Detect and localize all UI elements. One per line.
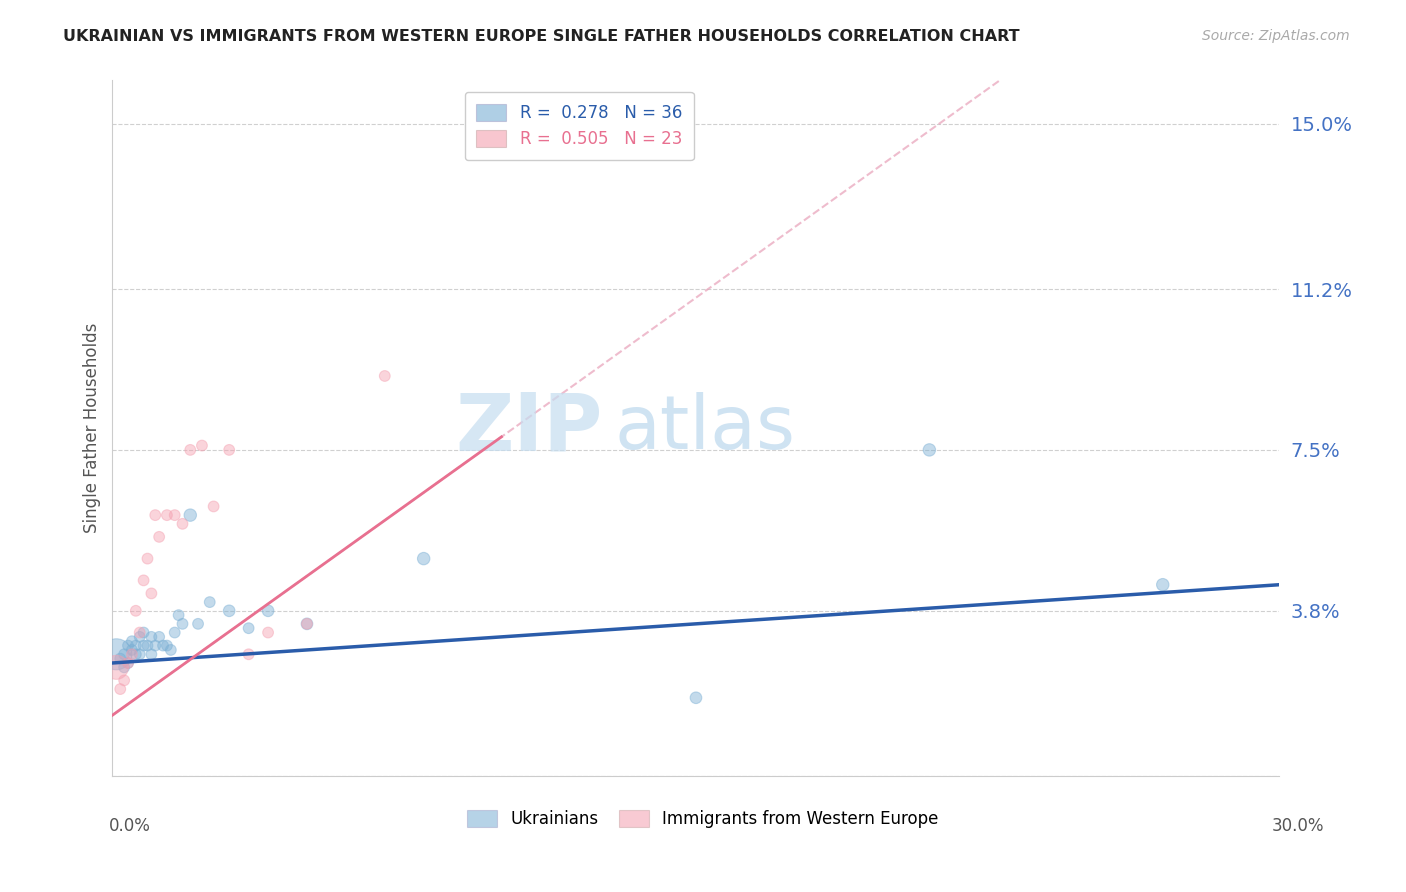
Point xyxy=(117,656,139,670)
Point xyxy=(128,625,150,640)
Point xyxy=(132,574,155,588)
Point xyxy=(143,508,166,523)
Point xyxy=(167,608,190,623)
Point xyxy=(685,690,707,705)
Point xyxy=(117,656,139,670)
Point xyxy=(148,630,170,644)
Point xyxy=(105,660,128,674)
Point xyxy=(295,616,318,631)
Point xyxy=(128,630,150,644)
Point xyxy=(179,442,201,457)
Point xyxy=(152,639,174,653)
Point xyxy=(163,625,186,640)
Point xyxy=(257,625,280,640)
Point xyxy=(125,648,148,662)
Point xyxy=(218,604,240,618)
Point xyxy=(141,586,163,600)
Point xyxy=(257,604,280,618)
Point xyxy=(112,673,135,688)
Y-axis label: Single Father Households: Single Father Households xyxy=(83,323,101,533)
Point xyxy=(238,648,260,662)
Point xyxy=(156,508,179,523)
Point xyxy=(160,643,183,657)
Point xyxy=(179,508,201,523)
Point xyxy=(1152,578,1174,592)
Point xyxy=(112,660,135,674)
Text: 0.0%: 0.0% xyxy=(108,817,150,835)
Point xyxy=(143,639,166,653)
Text: 30.0%: 30.0% xyxy=(1271,817,1324,835)
Point xyxy=(238,621,260,635)
Point xyxy=(172,616,194,631)
Text: UKRAINIAN VS IMMIGRANTS FROM WESTERN EUROPE SINGLE FATHER HOUSEHOLDS CORRELATION: UKRAINIAN VS IMMIGRANTS FROM WESTERN EUR… xyxy=(63,29,1019,44)
Point xyxy=(136,639,159,653)
Point xyxy=(121,643,143,657)
Text: atlas: atlas xyxy=(614,392,796,465)
Point xyxy=(132,639,155,653)
Legend: Ukrainians, Immigrants from Western Europe: Ukrainians, Immigrants from Western Euro… xyxy=(461,803,945,835)
Point xyxy=(148,530,170,544)
Point xyxy=(121,634,143,648)
Point xyxy=(202,500,225,514)
Text: Source: ZipAtlas.com: Source: ZipAtlas.com xyxy=(1202,29,1350,43)
Point xyxy=(295,616,318,631)
Point xyxy=(374,369,396,384)
Legend: R =  0.278   N = 36, R =  0.505   N = 23: R = 0.278 N = 36, R = 0.505 N = 23 xyxy=(465,92,693,160)
Point xyxy=(172,516,194,531)
Point xyxy=(412,551,434,566)
Point xyxy=(141,648,163,662)
Point xyxy=(117,639,139,653)
Point xyxy=(112,648,135,662)
Point xyxy=(105,648,128,662)
Point xyxy=(121,648,143,662)
Point xyxy=(198,595,221,609)
Text: ZIP: ZIP xyxy=(456,389,603,467)
Point xyxy=(125,604,148,618)
Point xyxy=(128,648,150,662)
Point xyxy=(191,438,214,452)
Point xyxy=(136,551,159,566)
Point xyxy=(218,442,240,457)
Point xyxy=(125,639,148,653)
Point xyxy=(132,625,155,640)
Point xyxy=(141,630,163,644)
Point xyxy=(110,681,132,696)
Point xyxy=(110,651,132,665)
Point xyxy=(187,616,209,631)
Point xyxy=(918,442,941,457)
Point xyxy=(156,639,179,653)
Point xyxy=(163,508,186,523)
